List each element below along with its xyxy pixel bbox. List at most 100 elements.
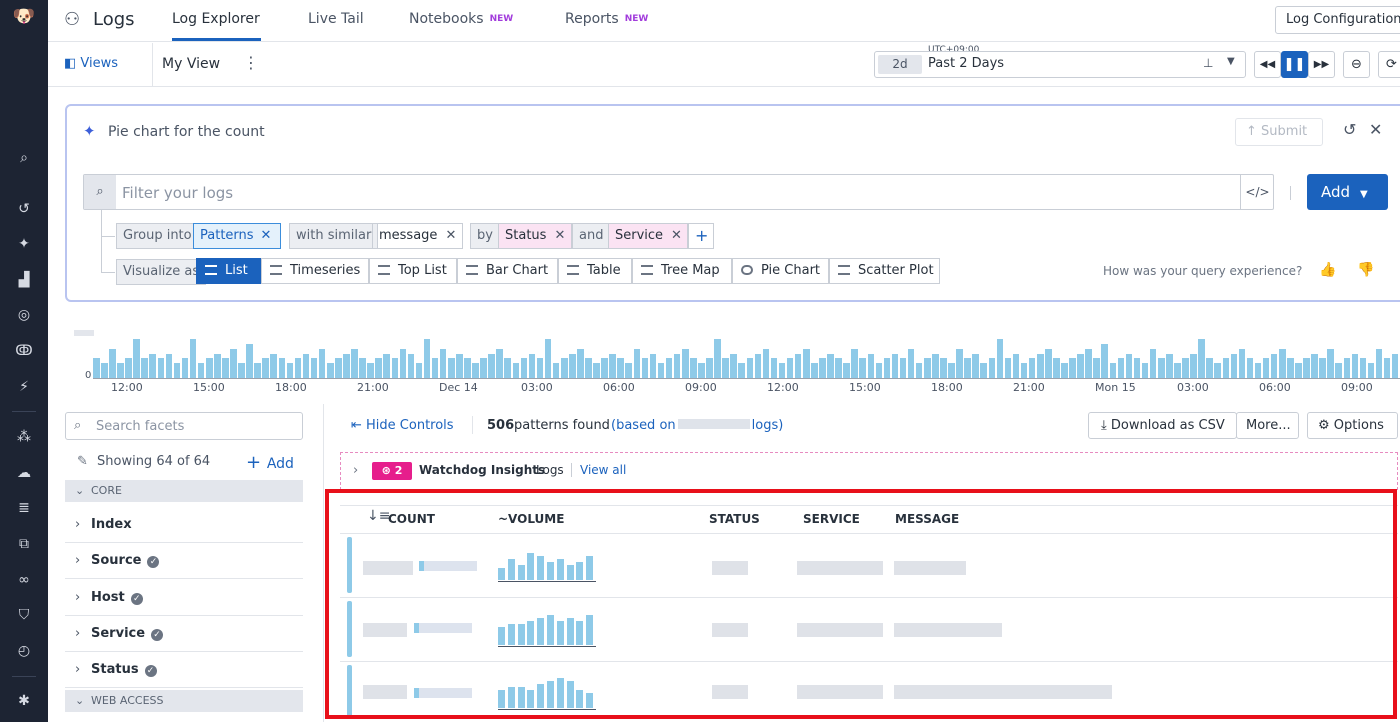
link-icon[interactable]: ∞	[18, 572, 30, 588]
histogram-bar[interactable]	[343, 353, 350, 378]
histogram-bar[interactable]	[746, 358, 754, 378]
chevron-right-icon[interactable]: ›	[353, 463, 359, 478]
histogram-bar[interactable]	[149, 353, 157, 378]
histogram-bar[interactable]	[802, 348, 810, 378]
security-icon[interactable]: ⛉	[18, 607, 30, 623]
histogram-bar[interactable]	[722, 358, 729, 378]
histogram-bar[interactable]	[609, 353, 616, 378]
tab-notebooks[interactable]: Notebooks NEW	[409, 11, 513, 27]
histogram-bar[interactable]	[819, 358, 826, 378]
histogram-bar[interactable]	[1012, 353, 1020, 378]
histogram-bar[interactable]	[488, 353, 495, 378]
integrations-icon[interactable]: ⧉	[19, 536, 29, 552]
histogram-bar[interactable]	[794, 353, 802, 378]
histogram-bar[interactable]	[593, 363, 600, 378]
collapse-icon[interactable]: ✕	[1369, 120, 1383, 139]
histogram-bar[interactable]	[391, 358, 399, 378]
histogram-bar[interactable]	[883, 358, 891, 378]
close-icon[interactable]: ✕	[554, 228, 566, 243]
log-histogram[interactable]	[93, 330, 1400, 378]
histogram-bar[interactable]	[1303, 358, 1310, 378]
facet-section-core[interactable]: ⌄ CORE	[65, 480, 303, 502]
histogram-bar[interactable]	[859, 358, 866, 378]
histogram-bar[interactable]	[617, 358, 624, 378]
histogram-bar[interactable]	[472, 363, 479, 378]
vis-toplist-button[interactable]: Top List	[369, 258, 457, 284]
histogram-bar[interactable]	[714, 338, 721, 378]
histogram-bar[interactable]	[972, 353, 979, 378]
add-button[interactable]: Add ▼	[1307, 174, 1388, 210]
current-view[interactable]: My View	[162, 56, 221, 72]
thumbs-up-icon[interactable]: 👍	[1319, 262, 1337, 278]
histogram-bar[interactable]	[980, 363, 988, 378]
hide-controls-button[interactable]: ⇤ Hide Controls	[351, 418, 454, 433]
histogram-bar[interactable]	[423, 338, 431, 378]
logs-icon[interactable]: ≣	[18, 500, 30, 516]
dashboard-icon[interactable]: ▟	[18, 272, 30, 288]
add-group-icon[interactable]: +	[688, 223, 714, 249]
histogram-bar[interactable]	[754, 353, 762, 378]
histogram-bar[interactable]	[552, 363, 560, 378]
histogram-bar[interactable]	[996, 338, 1004, 378]
histogram-bar[interactable]	[899, 358, 907, 378]
histogram-bar[interactable]	[601, 358, 608, 378]
histogram-bar[interactable]	[1311, 353, 1318, 378]
history-icon[interactable]: ↺	[18, 201, 30, 217]
histogram-bar[interactable]	[738, 363, 745, 378]
histogram-bar[interactable]	[504, 358, 512, 378]
histogram-bar[interactable]	[843, 363, 850, 378]
histogram-bar[interactable]	[1287, 358, 1294, 378]
histogram-bar[interactable]	[439, 348, 447, 378]
histogram-bar[interactable]	[1359, 358, 1367, 378]
histogram-bar[interactable]	[1270, 353, 1278, 378]
histogram-bar[interactable]	[964, 358, 971, 378]
histogram-bar[interactable]	[1149, 348, 1157, 378]
ai-query-prompt[interactable]: Pie chart for the count	[108, 124, 265, 140]
histogram-bar[interactable]	[1077, 353, 1084, 378]
histogram-bar[interactable]	[1190, 353, 1197, 378]
histogram-bar[interactable]	[665, 358, 673, 378]
histogram-bar[interactable]	[294, 358, 302, 378]
histogram-bar[interactable]	[1036, 353, 1044, 378]
edit-icon[interactable]: ✎	[77, 454, 88, 469]
histogram-bar[interactable]	[940, 358, 947, 378]
histogram-bar[interactable]	[649, 353, 657, 378]
synthetics-icon[interactable]: ◴	[17, 643, 31, 659]
log-configuration-button[interactable]: Log Configuration	[1275, 6, 1400, 34]
facet-search[interactable]: ⌕ Search facets	[65, 412, 303, 440]
vis-timeseries-button[interactable]: Timeseries	[261, 258, 369, 284]
histogram-bar[interactable]	[536, 358, 544, 378]
histogram-bar[interactable]	[1319, 358, 1326, 378]
histogram-bar[interactable]	[286, 363, 294, 378]
histogram-bar[interactable]	[205, 358, 213, 378]
histogram-bar[interactable]	[690, 358, 697, 378]
histogram-bar[interactable]	[93, 358, 100, 378]
histogram-bar[interactable]	[1343, 358, 1351, 378]
histogram-bar[interactable]	[1109, 363, 1117, 378]
vis-barchart-button[interactable]: Bar Chart	[457, 258, 558, 284]
rewind-button[interactable]: ◀◀	[1254, 51, 1281, 78]
add-facet-button[interactable]: + Add	[246, 452, 294, 473]
histogram-bar[interactable]	[1093, 358, 1100, 378]
vis-list-button[interactable]: List	[196, 258, 261, 284]
histogram-bar[interactable]	[1117, 358, 1125, 378]
histogram-bar[interactable]	[569, 353, 576, 378]
bug-icon[interactable]: ✱	[18, 693, 30, 709]
tab-live-tail[interactable]: Live Tail	[308, 11, 364, 27]
histogram-bar[interactable]	[1133, 358, 1141, 378]
histogram-bar[interactable]	[698, 363, 705, 378]
close-icon[interactable]: ✕	[445, 228, 457, 243]
histogram-bar[interactable]	[367, 363, 374, 378]
histogram-bar[interactable]	[262, 358, 269, 378]
histogram-bar[interactable]	[1295, 363, 1302, 378]
code-icon[interactable]: </>	[1240, 175, 1274, 209]
histogram-bar[interactable]	[165, 353, 173, 378]
histogram-bar[interactable]	[625, 363, 633, 378]
histogram-bar[interactable]	[681, 348, 689, 378]
histogram-bar[interactable]	[915, 363, 923, 378]
histogram-bar[interactable]	[988, 358, 996, 378]
col-count[interactable]: COUNT	[388, 512, 435, 526]
histogram-bar[interactable]	[246, 343, 253, 378]
histogram-bar[interactable]	[351, 348, 358, 378]
facet-search-input[interactable]: Search facets	[96, 419, 185, 434]
